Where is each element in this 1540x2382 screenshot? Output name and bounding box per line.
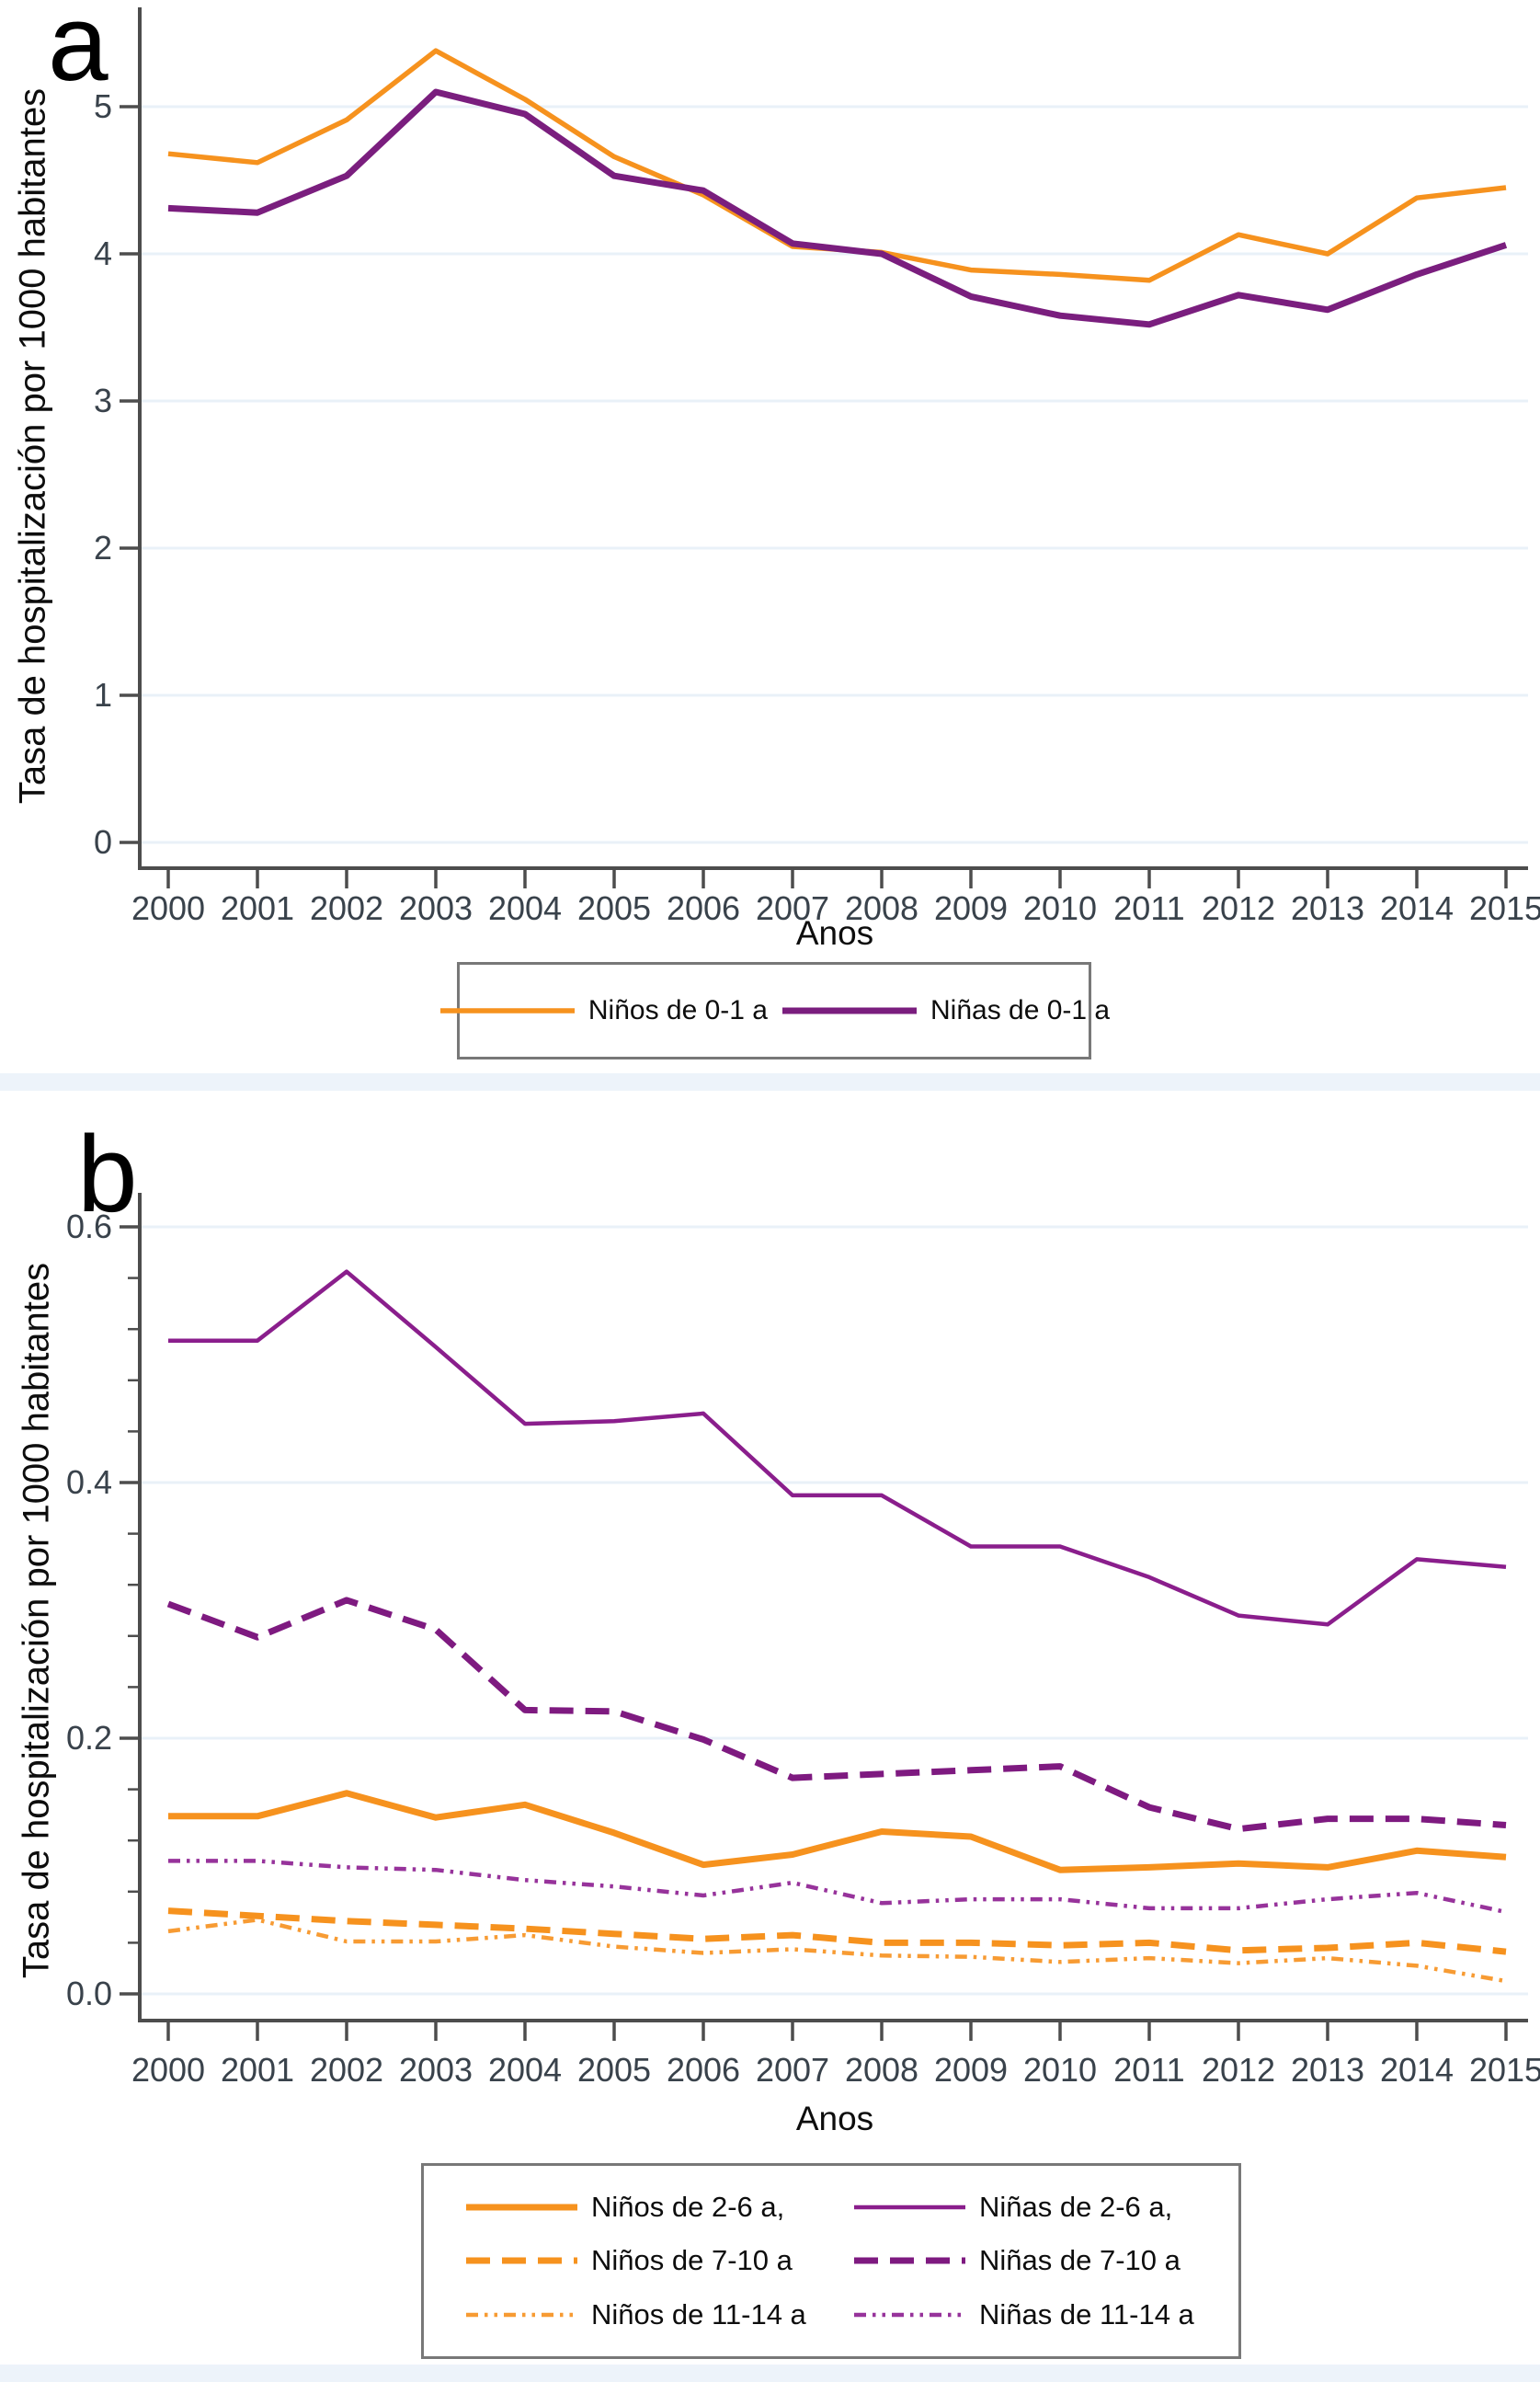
x-tick-label: 2011 <box>1113 2051 1184 2089</box>
legend-item-ni-os-de-0-1-a: Niños de 0-1 a <box>439 995 768 1026</box>
x-tick-label: 2003 <box>399 889 473 927</box>
x-tick-label: 2009 <box>934 889 1008 927</box>
x-tick-label: 2009 <box>934 2051 1008 2089</box>
legend-label: Niñas de 0-1 a <box>930 995 1111 1025</box>
x-tick-label: 2004 <box>488 889 562 927</box>
legend-item-ni-as-de-0-1-a: Niñas de 0-1 a <box>781 995 1110 1026</box>
x-tick-label: 2014 <box>1380 2051 1454 2089</box>
panel-divider-band <box>0 1073 1540 1091</box>
legend-item-ni-os-de-2-6-a: Niños de 2-6 a, <box>464 2191 828 2224</box>
series-line-ni-as-de-2-6-a <box>168 1269 1507 1627</box>
panel-b-x-axis-title: Anos <box>795 2100 874 2137</box>
legend-item-ni-as-de-11-14-a: Niñas de 11-14 a <box>852 2298 1216 2331</box>
panel-b-chart: 0.0 0.2 0.4 0.6 2000 2001 2002 2003 2004 2005 2006… <box>66 1193 1540 2089</box>
legend-line-sample <box>854 2257 965 2264</box>
x-tick-label: 2013 <box>1291 2051 1364 2089</box>
legend-label: Niñas de 11-14 a <box>979 2297 1194 2330</box>
x-tick-label: 2012 <box>1202 2051 1275 2089</box>
x-tick-label: 2008 <box>845 889 918 927</box>
legend-label: Niñas de 2-6 a, <box>979 2191 1173 2224</box>
legend-line-sample <box>466 2257 577 2264</box>
y-tick-label: 0.0 <box>66 1975 112 2012</box>
x-tick-label: 2014 <box>1380 889 1454 927</box>
series-line-ni-os-de-7-10-a <box>167 1907 1507 1955</box>
legend-line-sample <box>854 2312 965 2318</box>
x-tick-label: 2000 <box>131 889 205 927</box>
x-tick-label: 2002 <box>310 889 383 927</box>
x-tick-label: 2010 <box>1023 889 1097 927</box>
legend-item-ni-os-de-11-14-a: Niños de 11-14 a <box>464 2298 828 2331</box>
legend-line-sample <box>466 2312 577 2318</box>
x-tick-label: 2004 <box>488 2051 562 2089</box>
x-tick-label: 2011 <box>1113 889 1184 927</box>
series-line-ni-as-de-7-10-a <box>166 1597 1507 1833</box>
x-tick-label: 2010 <box>1023 2051 1097 2089</box>
series-line-ni-os-de-2-6-a <box>168 1790 1507 1873</box>
legend-item-ni-os-de-7-10-a: Niños de 7-10 a <box>464 2244 828 2277</box>
panel-a-chart: 0 1 2 3 4 5 2000 2001 2002 2003 2004 2005 2006 2007 20… <box>94 7 1540 927</box>
x-tick-label: 2013 <box>1291 889 1364 927</box>
panel-b-letter: b <box>77 1114 138 1235</box>
x-tick-label: 2001 <box>221 889 294 927</box>
x-tick-label: 2006 <box>667 2051 740 2089</box>
legend-label: Niños de 0-1 a <box>587 995 768 1025</box>
legend-item-ni-as-de-2-6-a: Niñas de 2-6 a, <box>852 2191 1216 2224</box>
y-tick-label: 0 <box>94 823 112 861</box>
legend-line-sample <box>782 1007 917 1014</box>
x-tick-label: 2007 <box>756 2051 829 2089</box>
x-tick-label: 2001 <box>221 2051 294 2089</box>
legend-line-sample <box>854 2204 965 2210</box>
legend-item-ni-as-de-7-10-a: Niñas de 7-10 a <box>852 2244 1216 2277</box>
x-tick-label: 2006 <box>667 889 740 927</box>
legend-label: Niños de 2-6 a, <box>591 2191 785 2224</box>
legend-line-sample <box>439 1008 575 1013</box>
x-tick-label: 2003 <box>399 2051 473 2089</box>
legend-line-sample <box>466 2204 577 2211</box>
legend-label: Niñas de 7-10 a <box>979 2244 1181 2277</box>
x-tick-label: 2008 <box>845 2051 918 2089</box>
y-tick-label: 1 <box>94 676 112 714</box>
series-line-ni-as-de-0-1-a <box>167 88 1508 328</box>
x-tick-label: 2015 <box>1469 889 1540 927</box>
x-tick-label: 2002 <box>310 2051 383 2089</box>
y-tick-label: 3 <box>94 382 112 419</box>
y-tick-label: 0.2 <box>66 1719 112 1757</box>
panel-b-legend: Niños de 2-6 a, Niñas de 2-6 a, Niños de 7… <box>421 2163 1241 2359</box>
panel-a-x-axis-title: Anos <box>795 914 874 952</box>
x-tick-label: 2005 <box>577 2051 651 2089</box>
y-tick-label: 4 <box>94 235 112 272</box>
x-tick-label: 2005 <box>577 889 651 927</box>
x-tick-label: 2007 <box>756 889 829 927</box>
legend-label: Niños de 11-14 a <box>591 2297 806 2330</box>
legend-label: Niños de 7-10 a <box>591 2244 793 2277</box>
series-line-ni-os-de-11-14-a <box>167 1918 1507 1984</box>
bottom-margin-band <box>0 2365 1540 2382</box>
x-tick-label: 2000 <box>131 2051 205 2089</box>
y-tick-label: 2 <box>94 529 112 567</box>
y-tick-label: 0.4 <box>66 1463 112 1501</box>
panel-a-letter: a <box>48 0 108 104</box>
y-tick-label: 5 <box>94 87 112 125</box>
x-tick-label: 2015 <box>1469 2051 1540 2089</box>
panel-a-legend: Niños de 0-1 a Niñas de 0-1 a <box>439 962 1110 1059</box>
x-tick-label: 2012 <box>1202 889 1275 927</box>
y-tick-label: 0.6 <box>66 1208 112 1245</box>
